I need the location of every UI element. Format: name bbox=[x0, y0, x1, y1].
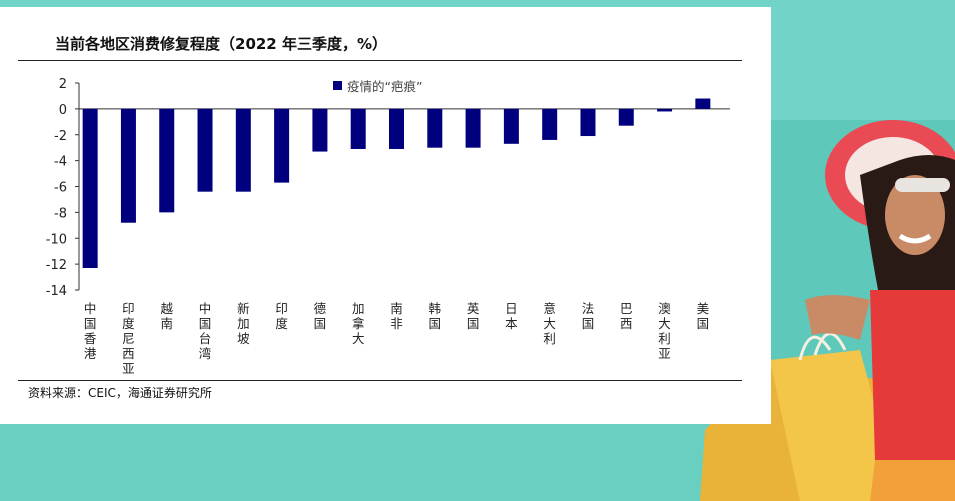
bar bbox=[580, 108, 596, 137]
x-tick-label: 中国香港 bbox=[84, 301, 97, 361]
title-divider bbox=[18, 60, 742, 61]
x-tick-label: 澳大利亚 bbox=[658, 301, 671, 361]
x-tick-label: 中国台湾 bbox=[199, 301, 212, 361]
bar bbox=[312, 108, 328, 152]
x-tick-label: 加拿大 bbox=[352, 301, 365, 346]
x-tick-label: 韩国 bbox=[429, 301, 442, 331]
bar bbox=[350, 108, 366, 149]
legend-label: 疫情的“疤痕” bbox=[347, 79, 422, 94]
bars-group bbox=[82, 98, 711, 269]
x-tick-label: 印度尼西亚 bbox=[122, 301, 135, 376]
x-tick-label: 美国 bbox=[697, 301, 710, 331]
x-tick-label: 巴西 bbox=[620, 301, 633, 331]
bar bbox=[657, 108, 673, 112]
x-tick-label: 新加坡 bbox=[237, 301, 250, 346]
y-tick-label: 0 bbox=[59, 103, 67, 118]
y-tick-label: -4 bbox=[54, 155, 67, 170]
bar-chart: 疫情的“疤痕” 2 0 -2 -4 -6 -8 -10 -12 -14 中国香港 印度尼西亚 越南中… bbox=[46, 77, 730, 376]
bar bbox=[197, 108, 213, 192]
y-tick-label: 2 bbox=[59, 77, 67, 92]
x-tick-label: 德国 bbox=[314, 301, 327, 331]
y-tick-label: -8 bbox=[54, 206, 67, 221]
x-tick-label: 南非 bbox=[390, 301, 403, 331]
bar bbox=[120, 108, 136, 223]
y-tick-label: -2 bbox=[54, 129, 67, 144]
chart-title: 当前各地区消费修复程度（2022 年三季度，%） bbox=[55, 35, 388, 53]
bar bbox=[159, 108, 175, 213]
x-tick-label: 越南 bbox=[160, 301, 173, 331]
bar bbox=[465, 108, 481, 148]
y-tick-label: -6 bbox=[54, 181, 67, 196]
source-divider bbox=[18, 380, 742, 381]
x-tick-label: 日本 bbox=[505, 301, 518, 331]
report-card: 当前各地区消费修复程度（2022 年三季度，%） 疫情的“疤痕” 2 0 -2 -4 -… bbox=[0, 7, 771, 424]
bar bbox=[235, 108, 251, 192]
bar bbox=[82, 108, 98, 269]
chart-legend: 疫情的“疤痕” bbox=[333, 79, 422, 94]
y-tick-label: -14 bbox=[46, 284, 67, 299]
x-tick-label: 印度 bbox=[275, 301, 288, 331]
bar bbox=[389, 108, 404, 149]
bar bbox=[274, 108, 290, 183]
x-tick-label: 法国 bbox=[582, 301, 595, 331]
y-tick-label: -12 bbox=[46, 258, 67, 273]
y-tick-label: -10 bbox=[46, 232, 67, 247]
bar bbox=[618, 108, 634, 126]
x-tick-label: 英国 bbox=[467, 301, 480, 331]
source-note: 资料来源：CEIC，海通证券研究所 bbox=[28, 386, 212, 400]
woman-with-hat-image bbox=[805, 120, 955, 460]
bar bbox=[503, 108, 519, 144]
legend-swatch bbox=[333, 81, 342, 90]
bar bbox=[695, 98, 711, 109]
bar bbox=[427, 108, 443, 148]
x-tick-label: 意大利 bbox=[543, 301, 556, 346]
bar bbox=[542, 108, 558, 140]
